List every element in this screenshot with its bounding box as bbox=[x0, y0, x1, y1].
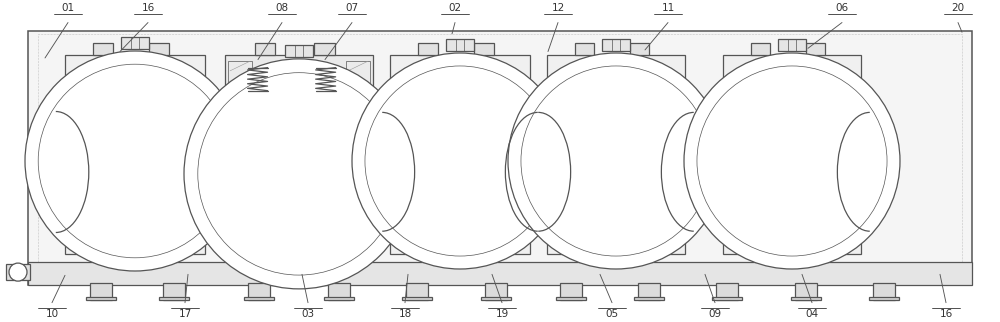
Bar bbox=[575, 43, 594, 55]
Bar bbox=[751, 43, 770, 55]
Bar bbox=[806, 43, 825, 55]
Text: 08: 08 bbox=[275, 3, 289, 13]
Text: 03: 03 bbox=[301, 309, 315, 319]
Bar bbox=[530, 147, 551, 166]
Bar bbox=[539, 153, 551, 161]
Bar bbox=[369, 147, 390, 166]
Bar bbox=[778, 39, 806, 51]
Bar bbox=[382, 153, 394, 161]
Bar bbox=[547, 55, 685, 254]
Ellipse shape bbox=[684, 53, 900, 269]
Bar bbox=[90, 283, 112, 300]
Ellipse shape bbox=[184, 59, 414, 289]
Text: 19: 19 bbox=[495, 309, 509, 319]
Text: 04: 04 bbox=[805, 309, 819, 319]
Bar bbox=[474, 43, 494, 55]
Bar bbox=[791, 297, 821, 300]
Bar bbox=[28, 262, 972, 285]
Bar bbox=[204, 153, 216, 161]
Text: 10: 10 bbox=[45, 309, 59, 319]
Bar bbox=[716, 283, 738, 300]
Bar bbox=[685, 147, 706, 166]
Bar bbox=[723, 55, 861, 254]
Text: 07: 07 bbox=[345, 3, 359, 13]
Bar bbox=[149, 43, 169, 55]
Text: 05: 05 bbox=[605, 309, 619, 319]
Bar bbox=[390, 55, 530, 254]
Bar bbox=[712, 297, 742, 300]
Bar bbox=[163, 283, 185, 300]
Bar bbox=[324, 297, 354, 300]
Bar bbox=[402, 297, 432, 300]
Bar bbox=[869, 297, 899, 300]
Bar bbox=[28, 31, 972, 285]
Text: 02: 02 bbox=[448, 3, 462, 13]
Bar bbox=[638, 283, 660, 300]
Bar bbox=[328, 283, 350, 300]
Bar bbox=[255, 43, 275, 55]
Bar bbox=[870, 153, 882, 161]
Bar bbox=[228, 61, 252, 235]
Bar bbox=[373, 147, 394, 166]
Bar bbox=[630, 43, 649, 55]
Text: 20: 20 bbox=[951, 3, 965, 13]
Bar bbox=[485, 283, 507, 300]
Bar bbox=[861, 147, 882, 166]
Bar bbox=[285, 45, 313, 57]
Bar bbox=[314, 43, 335, 55]
Bar bbox=[634, 297, 664, 300]
Bar bbox=[346, 61, 370, 235]
Ellipse shape bbox=[352, 53, 568, 269]
Bar bbox=[446, 39, 474, 51]
Bar bbox=[248, 283, 270, 300]
Bar bbox=[86, 297, 116, 300]
Text: 12: 12 bbox=[551, 3, 565, 13]
Bar bbox=[93, 43, 113, 55]
Text: 18: 18 bbox=[398, 309, 412, 319]
Bar bbox=[244, 297, 274, 300]
Bar bbox=[602, 39, 630, 51]
Bar bbox=[526, 153, 538, 161]
Bar bbox=[481, 297, 511, 300]
Bar bbox=[795, 283, 817, 300]
Bar bbox=[44, 153, 56, 161]
Text: 09: 09 bbox=[708, 309, 722, 319]
Bar bbox=[38, 34, 962, 281]
Bar bbox=[526, 147, 547, 166]
Bar bbox=[204, 147, 225, 166]
Bar bbox=[369, 153, 381, 161]
Bar bbox=[418, 43, 438, 55]
Bar bbox=[694, 153, 706, 161]
Bar bbox=[159, 297, 189, 300]
Bar bbox=[406, 283, 428, 300]
Text: 11: 11 bbox=[661, 3, 675, 13]
Bar bbox=[65, 55, 205, 254]
Bar bbox=[560, 283, 582, 300]
Bar bbox=[6, 264, 30, 280]
Ellipse shape bbox=[9, 263, 27, 281]
Text: 01: 01 bbox=[61, 3, 75, 13]
Text: 17: 17 bbox=[178, 309, 192, 319]
Text: 06: 06 bbox=[835, 3, 849, 13]
Bar bbox=[121, 37, 149, 49]
Text: 16: 16 bbox=[939, 309, 953, 319]
Ellipse shape bbox=[25, 51, 245, 271]
Text: 16: 16 bbox=[141, 3, 155, 13]
Ellipse shape bbox=[508, 53, 724, 269]
Bar bbox=[44, 147, 65, 166]
Bar bbox=[225, 55, 373, 254]
Bar bbox=[556, 297, 586, 300]
Bar bbox=[873, 283, 895, 300]
